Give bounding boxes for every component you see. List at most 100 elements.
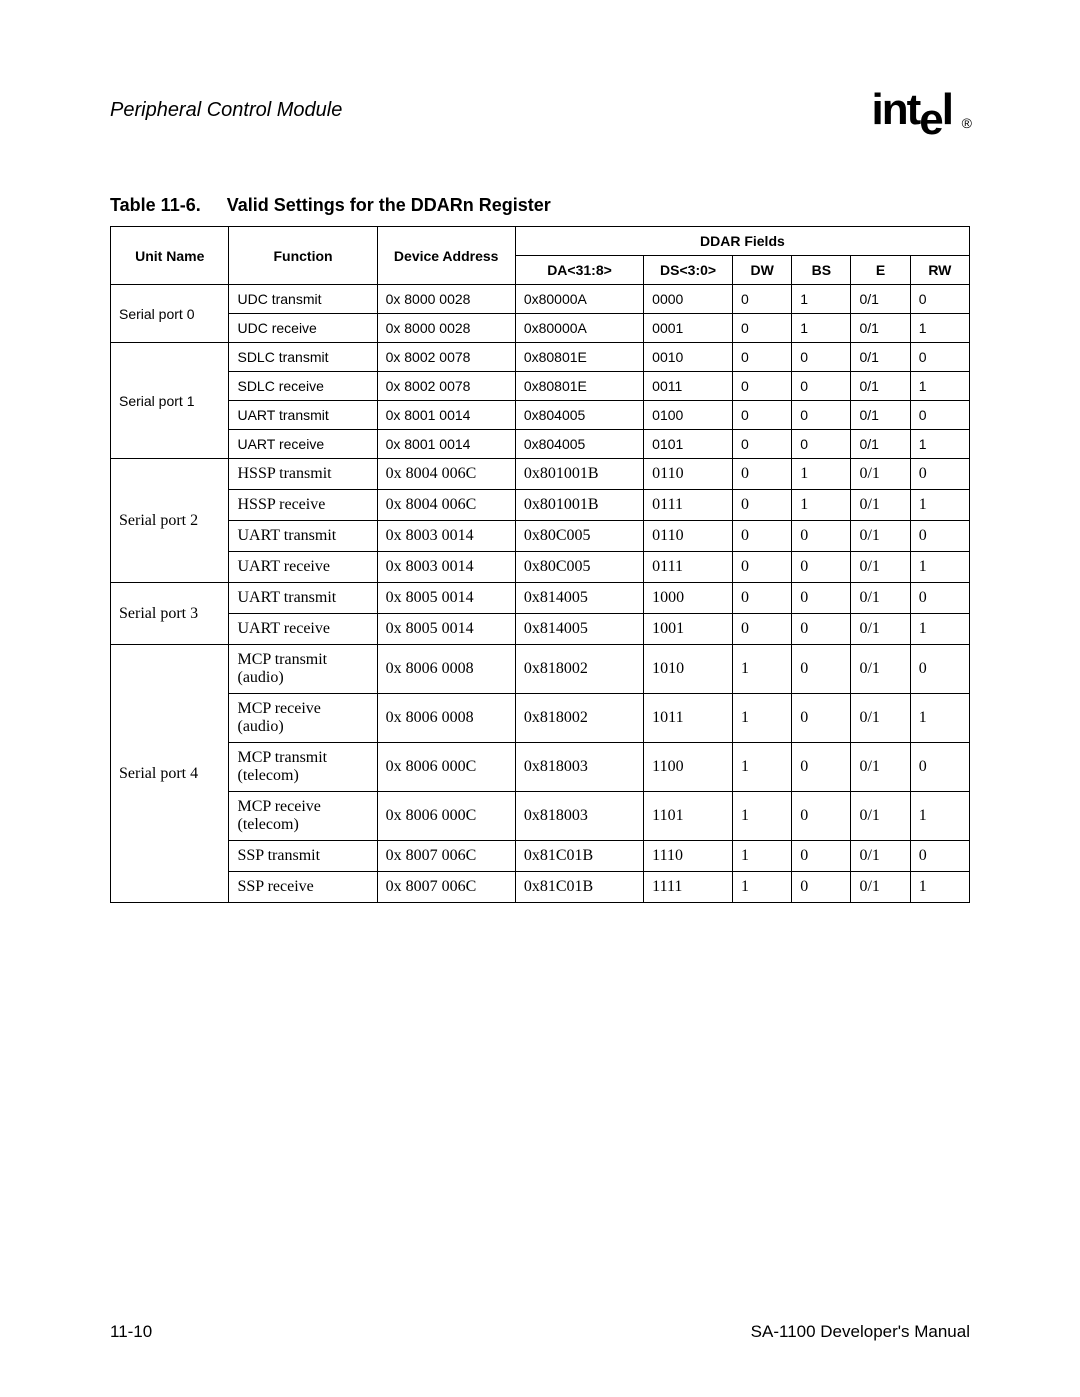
cell-dw: 1 [733,645,792,694]
cell-ds: 1101 [644,792,733,841]
cell-bs: 0 [792,841,851,872]
page-footer: 11-10 SA-1100 Developer's Manual [110,1322,970,1342]
col-bs: BS [792,256,851,285]
cell-rw: 1 [910,614,969,645]
cell-func: HSSP transmit [229,459,377,490]
cell-ds: 0000 [644,285,733,314]
cell-func: UART transmit [229,401,377,430]
table-row: UDC receive0x 8000 00280x80000A0001010/1… [111,314,970,343]
cell-da: 0x818003 [515,792,643,841]
cell-ds: 1010 [644,645,733,694]
cell-func: MCP receive (audio) [229,694,377,743]
cell-func: UART receive [229,614,377,645]
table-row: UART receive0x 8001 00140x8040050101000/… [111,430,970,459]
cell-ds: 1100 [644,743,733,792]
table-row: MCP receive (audio)0x 8006 00080x8180021… [111,694,970,743]
cell-e: 0/1 [851,285,910,314]
cell-devadd: 0x 8000 0028 [377,285,515,314]
cell-rw: 0 [910,285,969,314]
cell-ds: 0110 [644,521,733,552]
logo-part-2: l [942,85,952,134]
cell-dw: 0 [733,430,792,459]
cell-func: UART receive [229,552,377,583]
cell-devadd: 0x 8003 0014 [377,521,515,552]
table-row: MCP transmit (telecom)0x 8006 000C0x8180… [111,743,970,792]
cell-func: UDC transmit [229,285,377,314]
cell-bs: 0 [792,694,851,743]
cell-unit-name: Serial port 2 [111,459,229,583]
table-row: UART receive0x 8005 00140x8140051001000/… [111,614,970,645]
cell-func: SSP transmit [229,841,377,872]
table-row: Serial port 0UDC transmit0x 8000 00280x8… [111,285,970,314]
cell-dw: 0 [733,314,792,343]
cell-rw: 0 [910,841,969,872]
table-row: UART transmit0x 8001 00140x8040050100000… [111,401,970,430]
cell-bs: 0 [792,552,851,583]
col-dw: DW [733,256,792,285]
col-function: Function [229,227,377,285]
intel-logo: intel® [872,85,970,135]
cell-bs: 0 [792,343,851,372]
cell-dw: 1 [733,694,792,743]
cell-rw: 1 [910,372,969,401]
table-caption: Table 11-6.Valid Settings for the DDARn … [110,195,970,216]
cell-da: 0x801001B [515,490,643,521]
cell-rw: 0 [910,583,969,614]
cell-dw: 0 [733,343,792,372]
cell-devadd: 0x 8004 006C [377,490,515,521]
cell-e: 0/1 [851,314,910,343]
cell-rw: 0 [910,401,969,430]
cell-da: 0x80000A [515,314,643,343]
table-row: Serial port 1SDLC transmit0x 8002 00780x… [111,343,970,372]
cell-dw: 0 [733,285,792,314]
table-title: Valid Settings for the DDARn Register [227,195,551,215]
cell-e: 0/1 [851,583,910,614]
cell-func: MCP transmit (telecom) [229,743,377,792]
cell-ds: 1110 [644,841,733,872]
table-row: UART receive0x 8003 00140x80C0050111000/… [111,552,970,583]
cell-func: SDLC transmit [229,343,377,372]
cell-rw: 0 [910,459,969,490]
cell-devadd: 0x 8006 0008 [377,645,515,694]
cell-devadd: 0x 8004 006C [377,459,515,490]
col-da: DA<31:8> [515,256,643,285]
cell-e: 0/1 [851,841,910,872]
cell-e: 0/1 [851,743,910,792]
cell-dw: 0 [733,552,792,583]
logo-part-1: int [872,85,920,134]
cell-func: UDC receive [229,314,377,343]
cell-da: 0x80801E [515,372,643,401]
cell-bs: 0 [792,521,851,552]
cell-dw: 1 [733,792,792,841]
cell-ds: 0101 [644,430,733,459]
cell-da: 0x818003 [515,743,643,792]
cell-bs: 0 [792,792,851,841]
cell-func: MCP receive (telecom) [229,792,377,841]
cell-func: SDLC receive [229,372,377,401]
page-number: 11-10 [110,1322,152,1342]
cell-bs: 0 [792,743,851,792]
cell-da: 0x81C01B [515,872,643,903]
cell-ds: 0011 [644,372,733,401]
cell-ds: 0110 [644,459,733,490]
table-row: SSP receive0x 8007 006C0x81C01B1111100/1… [111,872,970,903]
cell-da: 0x80801E [515,343,643,372]
cell-bs: 0 [792,583,851,614]
cell-bs: 0 [792,645,851,694]
cell-e: 0/1 [851,792,910,841]
table-row: Serial port 4MCP transmit (audio)0x 8006… [111,645,970,694]
cell-rw: 1 [910,430,969,459]
cell-e: 0/1 [851,343,910,372]
cell-devadd: 0x 8001 0014 [377,401,515,430]
cell-e: 0/1 [851,401,910,430]
cell-devadd: 0x 8005 0014 [377,583,515,614]
cell-da: 0x81C01B [515,841,643,872]
col-ds: DS<3:0> [644,256,733,285]
table-row: Serial port 2HSSP transmit0x 8004 006C0x… [111,459,970,490]
ddarn-register-table: Unit Name Function Device Address DDAR F… [110,226,970,903]
cell-bs: 0 [792,372,851,401]
col-e: E [851,256,910,285]
cell-bs: 0 [792,430,851,459]
cell-unit-name: Serial port 4 [111,645,229,903]
cell-devadd: 0x 8002 0078 [377,372,515,401]
